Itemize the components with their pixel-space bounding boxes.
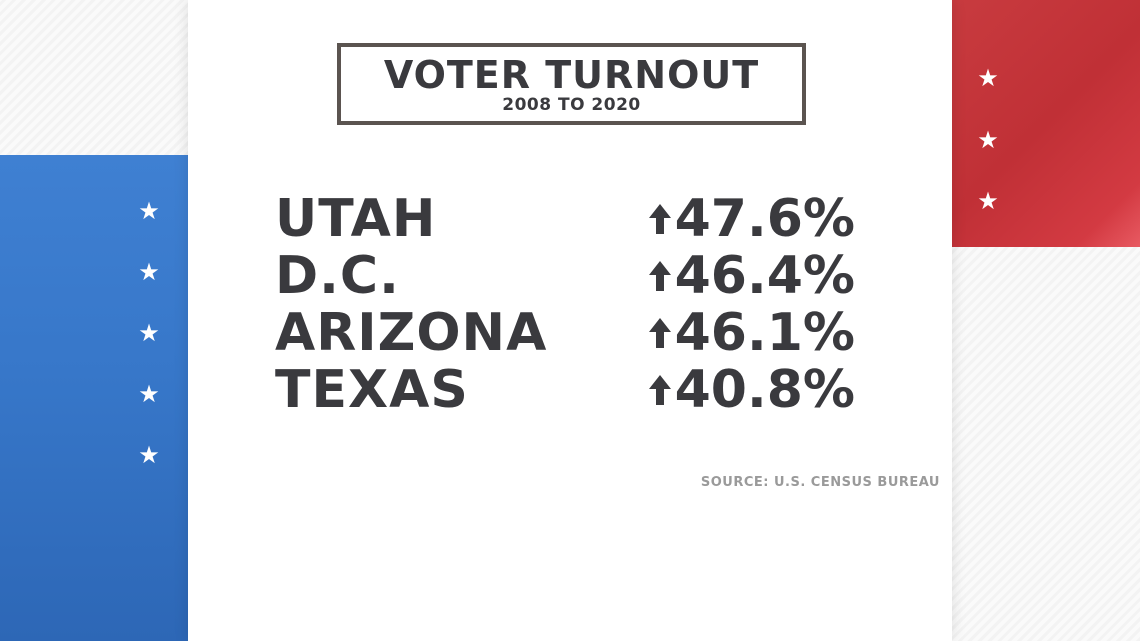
turnout-change: 40.8% (674, 360, 855, 420)
star-icon: ★ (977, 64, 999, 92)
star-icon: ★ (138, 197, 160, 225)
blue-flag-panel: ★ ★ ★ ★ ★ (0, 155, 188, 641)
state-name: UTAH (275, 189, 437, 249)
left-stripe-pattern (0, 0, 188, 155)
arrow-up-icon (648, 375, 671, 405)
star-icon: ★ (138, 441, 160, 469)
page-title: VOTER TURNOUT (383, 53, 760, 97)
arrow-up-icon (648, 261, 671, 291)
arrow-up-icon (648, 204, 671, 234)
right-stripe-pattern (952, 247, 1140, 641)
arrow-up-icon (648, 318, 671, 348)
turnout-change: 46.1% (674, 303, 855, 363)
star-icon: ★ (138, 319, 160, 347)
star-icon: ★ (977, 126, 999, 154)
table-row: ARIZONA 46.1% (275, 304, 855, 362)
title-box: VOTER TURNOUT 2008 TO 2020 (337, 43, 806, 125)
state-name: TEXAS (275, 360, 469, 420)
page-subtitle: 2008 TO 2020 (502, 95, 641, 115)
star-icon: ★ (977, 187, 999, 215)
red-flag-panel: ★ ★ ★ (952, 0, 1140, 247)
state-name: ARIZONA (275, 303, 548, 363)
table-row: D.C. 46.4% (275, 247, 855, 305)
source-credit: SOURCE: U.S. CENSUS BUREAU (700, 475, 940, 490)
star-icon: ★ (138, 380, 160, 408)
turnout-change: 46.4% (674, 246, 855, 306)
table-row: UTAH 47.6% (275, 190, 855, 248)
turnout-change: 47.6% (674, 189, 855, 249)
table-row: TEXAS 40.8% (275, 361, 855, 419)
state-name: D.C. (275, 246, 400, 306)
star-icon: ★ (138, 258, 160, 286)
